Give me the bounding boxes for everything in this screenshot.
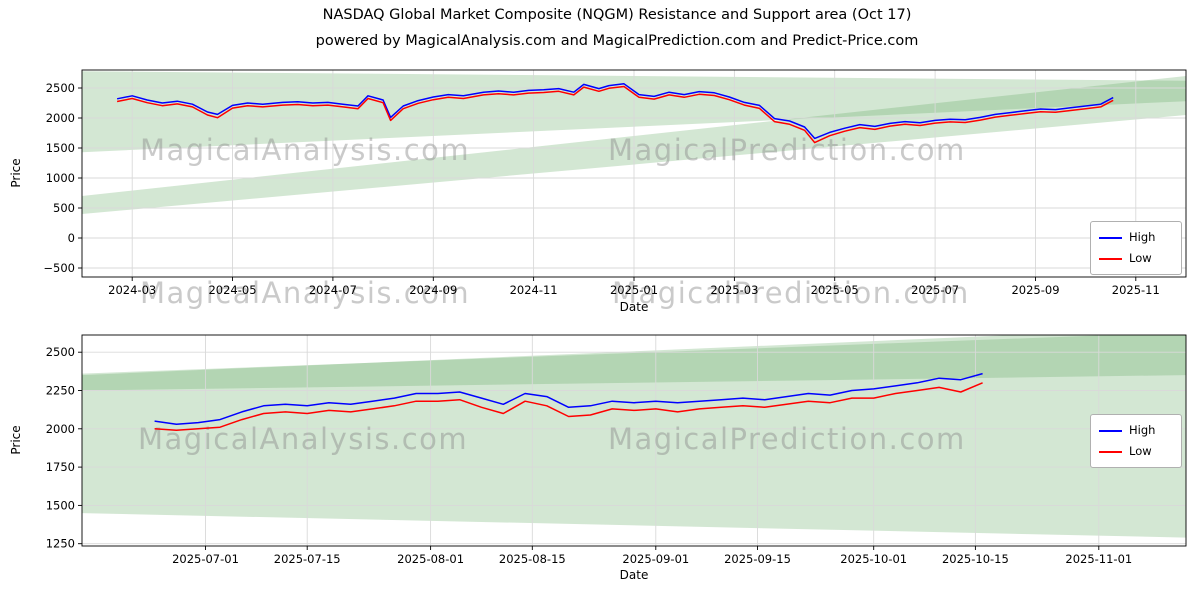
bands-layer xyxy=(82,335,1186,538)
x-tick-label: 2024-09 xyxy=(409,283,457,297)
y-tick-label: 2500 xyxy=(46,345,75,359)
legend-label-high: High xyxy=(1129,422,1156,437)
series-line-low xyxy=(116,85,1114,144)
watermark-text: MagicalPrediction.com xyxy=(608,133,966,167)
x-axis-label-bottom: Date xyxy=(619,568,649,582)
low-line-swatch-icon xyxy=(1099,450,1122,453)
x-tick-label: 2025-07-01 xyxy=(172,552,239,566)
watermark-text: MagicalAnalysis.com xyxy=(138,422,468,456)
watermark-text: MagicalPrediction.com xyxy=(608,422,966,456)
series-line-low xyxy=(154,382,983,432)
y-tick-label: 1750 xyxy=(46,460,75,474)
series-layer xyxy=(154,372,983,432)
watermark-text: MagicalAnalysis.com xyxy=(140,133,470,167)
y-tick-label: 1000 xyxy=(46,171,75,185)
y-tick-label: 1500 xyxy=(46,498,75,512)
legend-bottom: High Low xyxy=(1090,414,1182,468)
x-tick-label: 2025-09-01 xyxy=(622,552,689,566)
x-tick-label: 2024-03 xyxy=(108,283,156,297)
x-tick-label: 2025-10-15 xyxy=(942,552,1009,566)
high-line-swatch-icon xyxy=(1099,429,1122,432)
support-resistance-band xyxy=(82,335,1186,391)
page-subtitle: powered by MagicalAnalysis.com and Magic… xyxy=(315,33,919,49)
x-tick-label: 2025-05 xyxy=(811,283,859,297)
plot-frame xyxy=(81,334,1187,547)
x-tick-label: 2025-09 xyxy=(1011,283,1059,297)
y-tick-label: 1500 xyxy=(46,141,75,155)
y-tick-label: 1250 xyxy=(46,537,75,551)
x-tick-label: 2024-11 xyxy=(510,283,558,297)
y-tick-label: 500 xyxy=(53,201,75,215)
y-tick-label: 2000 xyxy=(46,111,75,125)
x-tick-label: 2025-03 xyxy=(710,283,758,297)
support-resistance-band xyxy=(82,335,1186,538)
series-line-high xyxy=(154,372,983,425)
legend-item-high: High xyxy=(1099,227,1173,248)
series-layer xyxy=(116,83,1114,144)
x-tick-label: 2025-10-01 xyxy=(840,552,907,566)
y-axis-label-bottom: Price xyxy=(9,425,23,455)
watermark-text: MagicalPrediction.com xyxy=(612,276,970,310)
y-tick-label: −500 xyxy=(43,261,75,275)
legend-label-low: Low xyxy=(1129,250,1152,265)
grid-layer xyxy=(82,70,1186,277)
x-tick-label: 2025-09-15 xyxy=(724,552,791,566)
low-line-swatch-icon xyxy=(1099,257,1122,260)
x-tick-label: 2025-07-15 xyxy=(274,552,341,566)
legend-item-high: High xyxy=(1099,420,1173,441)
legend-top: High Low xyxy=(1090,221,1182,275)
high-line-swatch-icon xyxy=(1099,236,1122,239)
legend-label-high: High xyxy=(1129,229,1156,244)
y-tick-label: 2000 xyxy=(46,422,75,436)
y-tick-label: 0 xyxy=(68,231,75,245)
series-line-high xyxy=(116,83,1114,140)
legend-item-low: Low xyxy=(1099,248,1173,269)
y-tick-label: 2500 xyxy=(46,81,75,95)
x-tick-label: 2025-07 xyxy=(911,283,959,297)
x-tick-label: 2025-11-01 xyxy=(1065,552,1132,566)
x-tick-label: 2025-01 xyxy=(610,283,658,297)
x-axis-label-top: Date xyxy=(619,300,649,314)
x-tick-label: 2025-08-01 xyxy=(397,552,464,566)
y-tick-label: 2250 xyxy=(46,384,75,398)
legend-label-low: Low xyxy=(1129,443,1152,458)
watermark-text: MagicalAnalysis.com xyxy=(140,276,470,310)
y-axis-label-top: Price xyxy=(9,158,23,188)
x-tick-label: 2024-07 xyxy=(309,283,357,297)
grid-layer xyxy=(82,335,1186,546)
x-tick-label: 2025-11 xyxy=(1112,283,1160,297)
x-tick-label: 2024-05 xyxy=(208,283,256,297)
legend-item-low: Low xyxy=(1099,441,1173,462)
page-title: NASDAQ Global Market Composite (NQGM) Re… xyxy=(322,7,912,23)
x-tick-label: 2025-08-15 xyxy=(499,552,566,566)
